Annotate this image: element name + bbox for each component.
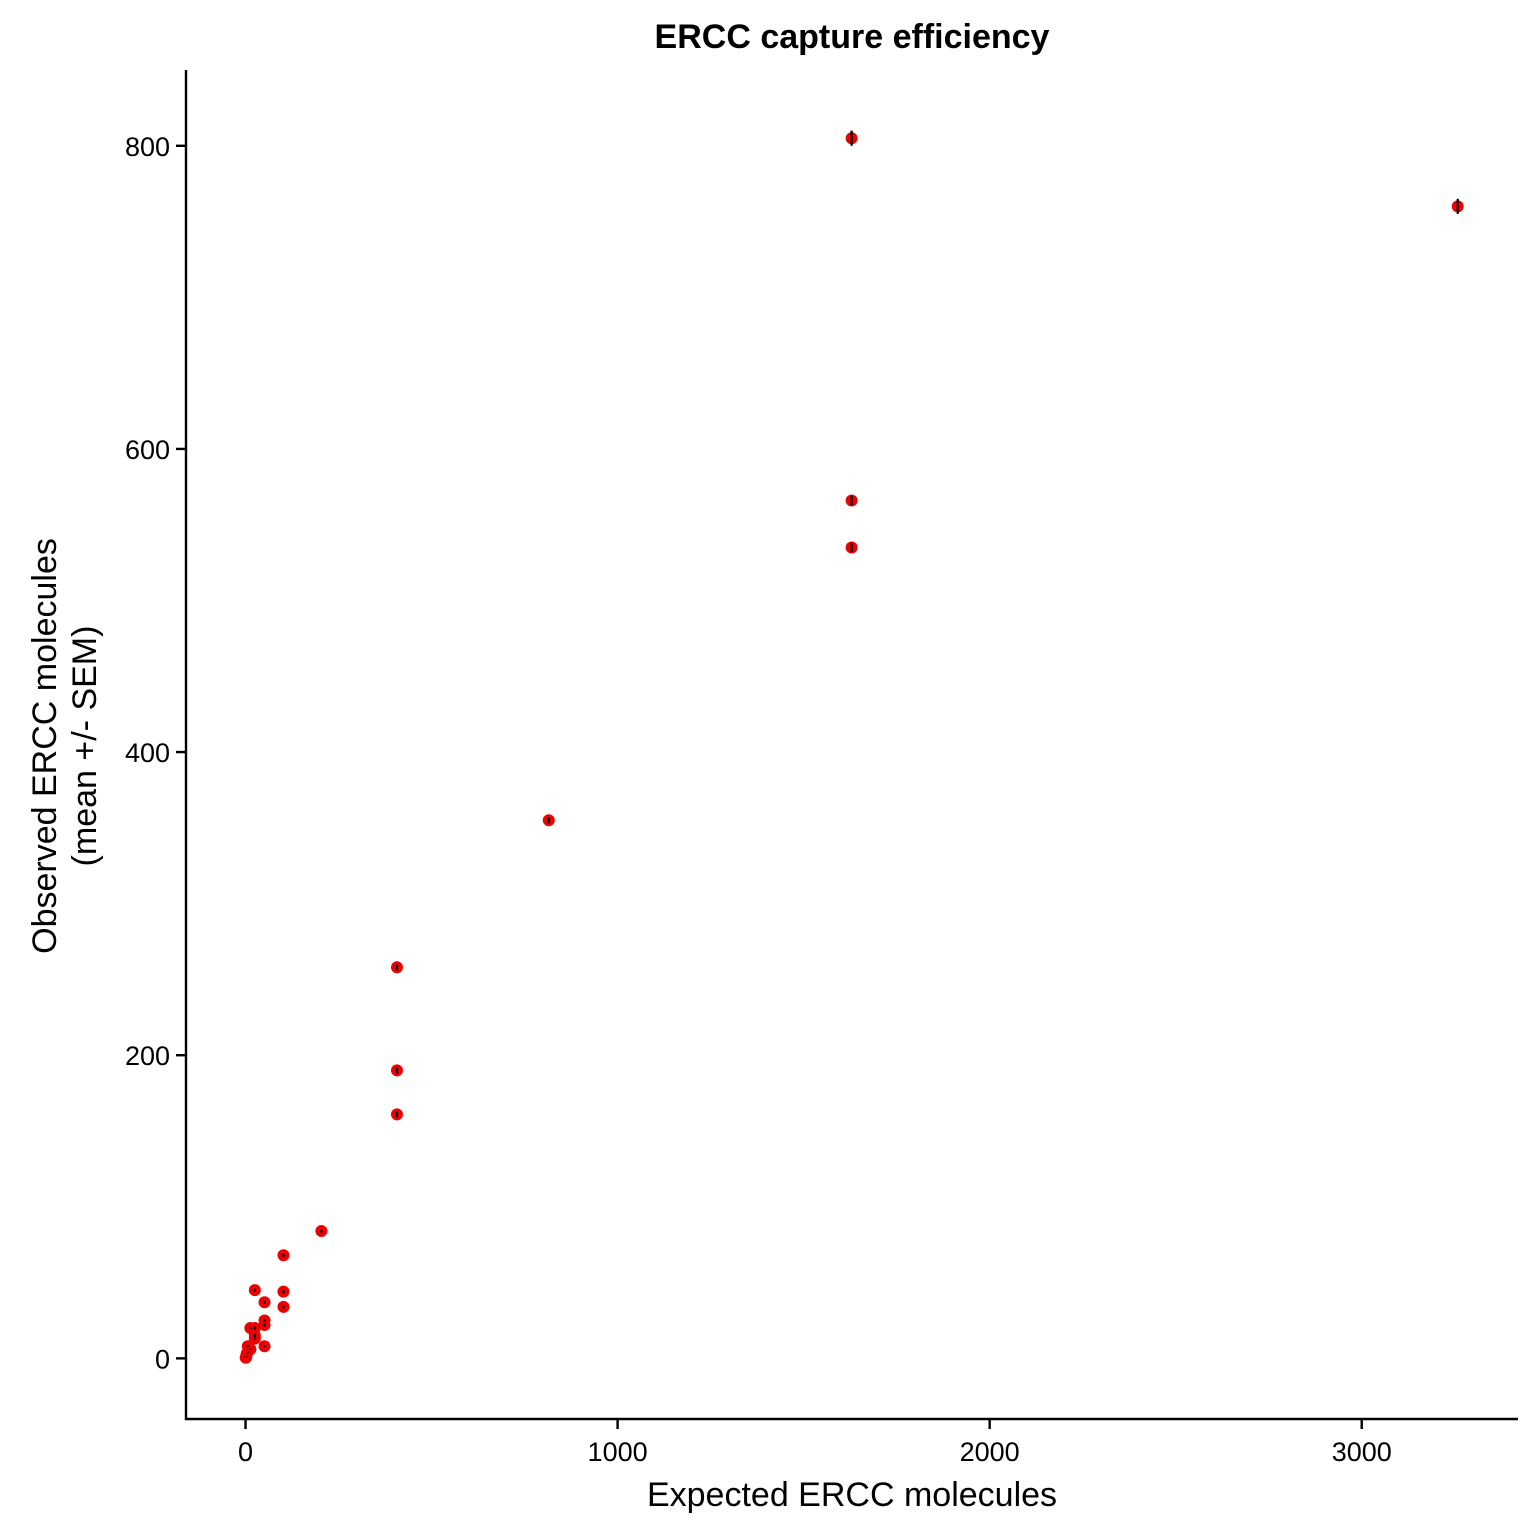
y-axis-label: Observed ERCC molecules (mean +/- SEM) [26, 538, 104, 954]
y-axis-label-line-1: Observed ERCC molecules [26, 538, 64, 954]
y-tick-label: 600 [125, 435, 170, 465]
x-tick-label: 3000 [1332, 1437, 1392, 1467]
y-tick-label: 200 [125, 1041, 170, 1071]
y-tick-label: 400 [125, 738, 170, 768]
x-axis-label: Expected ERCC molecules [647, 1476, 1057, 1514]
chart-title: ERCC capture efficiency [655, 18, 1050, 56]
x-tick-label: 2000 [960, 1437, 1020, 1467]
y-axis-ticks: 0 200 400 600 800 [125, 132, 186, 1374]
x-axis-ticks: 0 1000 2000 3000 [238, 1419, 1392, 1467]
y-tick-label: 0 [155, 1344, 170, 1374]
y-axis-label-line-2: (mean +/- SEM) [66, 626, 104, 867]
x-tick-label: 1000 [588, 1437, 648, 1467]
data-points [239, 132, 1464, 1364]
y-tick-label: 800 [125, 132, 170, 162]
x-tick-label: 0 [238, 1437, 253, 1467]
error-bars [244, 130, 1459, 1358]
